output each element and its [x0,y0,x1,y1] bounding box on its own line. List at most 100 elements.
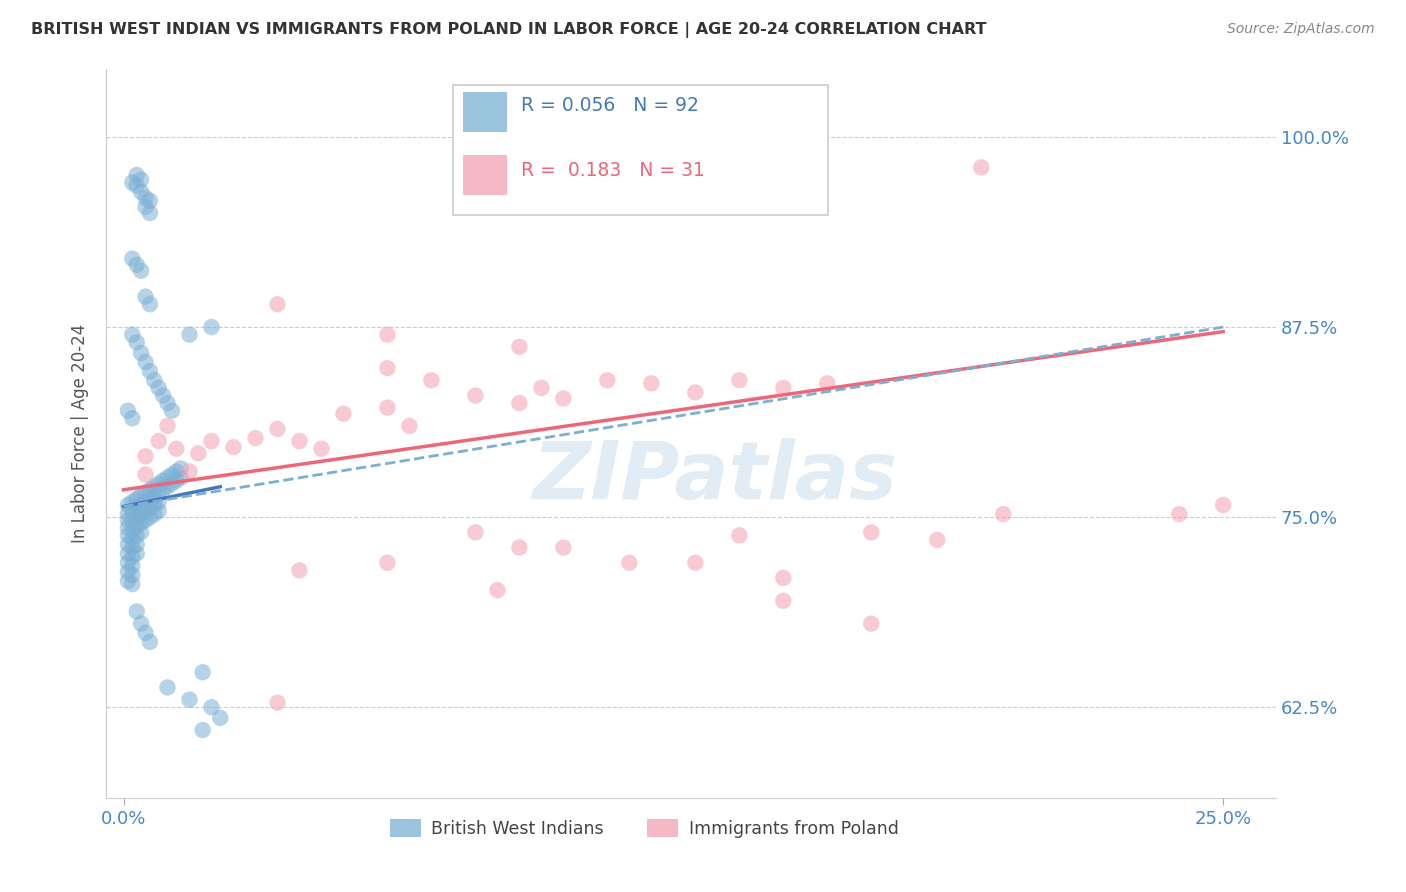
Point [129,507,152,521]
Point [148,495,170,509]
Point [139,510,162,524]
Point [129,346,152,360]
Point [125,519,148,533]
Point [685,385,707,400]
Point [815,376,838,391]
Point [420,373,443,387]
Point [165,442,187,456]
Point [117,498,139,512]
Point [156,470,179,484]
Point [311,442,333,456]
Point [200,320,222,334]
Point [772,571,794,585]
Point [596,373,619,387]
Point [772,381,794,395]
Point [160,467,183,482]
Point [160,476,183,491]
Point [179,327,201,342]
Point [121,513,143,527]
Point [191,665,214,680]
Point [139,206,162,220]
FancyBboxPatch shape [463,92,508,132]
Point [266,297,288,311]
Point [619,556,641,570]
Point [553,392,575,406]
Point [508,396,530,410]
Point [125,604,148,618]
Point [121,558,143,573]
Point [170,470,193,484]
Point [134,504,156,518]
Point [134,625,156,640]
Point [970,161,993,175]
Point [464,388,486,402]
Point [156,418,179,433]
Point [134,467,156,482]
Point [139,635,162,649]
Point [530,381,553,395]
Point [187,446,209,460]
Point [125,168,148,182]
Point [139,483,162,497]
Point [139,501,162,516]
Text: R = 0.056   N = 92: R = 0.056 N = 92 [522,96,699,115]
Point [129,172,152,186]
Point [129,525,152,540]
Text: BRITISH WEST INDIAN VS IMMIGRANTS FROM POLAND IN LABOR FORCE | AGE 20-24 CORRELA: BRITISH WEST INDIAN VS IMMIGRANTS FROM P… [31,22,987,38]
Point [148,476,170,491]
Point [117,547,139,561]
Point [117,556,139,570]
Point [156,396,179,410]
Point [129,616,152,631]
Point [165,465,187,479]
Point [266,422,288,436]
Point [377,361,399,376]
Point [125,258,148,272]
Point [125,501,148,516]
Point [464,525,486,540]
Point [245,431,267,445]
Point [377,556,399,570]
Point [148,504,170,518]
Point [125,491,148,506]
Point [117,513,139,527]
Point [117,574,139,588]
Point [125,335,148,350]
Point [377,401,399,415]
Point [139,491,162,506]
Point [121,252,143,266]
Point [209,711,232,725]
Point [139,364,162,378]
Point [143,489,166,503]
Point [125,510,148,524]
Point [288,563,311,577]
Point [191,723,214,737]
Point [134,450,156,464]
Point [1212,498,1234,512]
Point [200,434,222,449]
Point [125,528,148,542]
Point [266,696,288,710]
Point [143,507,166,521]
Point [121,504,143,518]
Point [134,485,156,500]
Point [156,480,179,494]
Point [129,185,152,199]
Point [134,290,156,304]
Point [148,434,170,449]
Point [332,407,354,421]
Point [165,474,187,488]
FancyBboxPatch shape [463,154,508,194]
Point [129,498,152,512]
Point [143,480,166,494]
Point [121,577,143,591]
Text: ZIPatlas: ZIPatlas [531,438,897,516]
Point [117,507,139,521]
Point [139,194,162,208]
FancyBboxPatch shape [453,85,828,214]
Point [508,541,530,555]
Point [139,297,162,311]
Point [152,474,174,488]
Point [121,411,143,425]
Point [222,440,245,454]
